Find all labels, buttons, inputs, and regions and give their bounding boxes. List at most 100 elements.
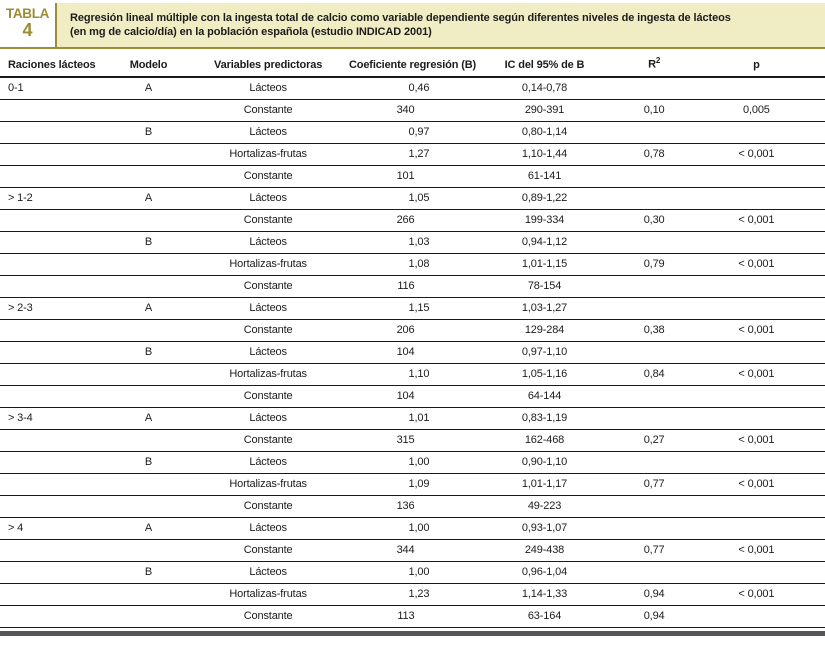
cell-raciones-lacteos	[0, 341, 108, 364]
col-header-modelo: Modelo	[107, 50, 190, 78]
coef-integer-part: 1	[408, 257, 415, 270]
cell-modelo	[107, 275, 190, 298]
cell-p	[717, 407, 825, 430]
header-divider-rule	[0, 47, 825, 49]
cell-modelo: A	[107, 187, 190, 210]
cell-variable-predictora: Lácteos	[189, 561, 347, 584]
cell-r2	[610, 297, 718, 320]
cell-p	[717, 561, 825, 584]
cell-p: < 0,001	[717, 209, 825, 232]
coef-decimal-part: ,27	[414, 147, 430, 160]
r2-superscript: 2	[655, 56, 661, 65]
table-row: Hortalizas-frutas 1,27 1,10-1,44 0,78 < …	[0, 143, 825, 166]
cell-modelo	[107, 605, 190, 628]
cell-variable-predictora: Constante	[189, 275, 347, 298]
table-row: Hortalizas-frutas 1,08 1,01-1,15 0,79 < …	[0, 253, 825, 276]
cell-modelo	[107, 495, 190, 518]
cell-ic95: 290-391	[478, 99, 611, 122]
cell-raciones-lacteos	[0, 275, 108, 298]
cell-p: < 0,001	[717, 583, 825, 606]
cell-r2	[610, 341, 718, 364]
cell-p	[717, 121, 825, 144]
coef-integer-part: 104	[396, 389, 415, 402]
cell-p: < 0,001	[717, 319, 825, 342]
cell-variable-predictora: Lácteos	[189, 517, 347, 540]
cell-modelo	[107, 583, 190, 606]
cell-coeficiente: 266	[346, 209, 479, 232]
cell-modelo: B	[107, 121, 190, 144]
cell-variable-predictora: Constante	[189, 495, 347, 518]
cell-variable-predictora: Lácteos	[189, 451, 347, 474]
cell-coeficiente: 1,00	[346, 561, 479, 584]
cell-p	[717, 341, 825, 364]
cell-ic95: 0,96-1,04	[478, 561, 611, 584]
cell-modelo	[107, 209, 190, 232]
cell-raciones-lacteos	[0, 253, 108, 276]
cell-coeficiente: 1,08	[346, 253, 479, 276]
coef-integer-part: 266	[396, 213, 415, 226]
cell-p	[717, 385, 825, 408]
cell-r2: 0,30	[610, 209, 718, 232]
coef-integer-part: 101	[396, 169, 415, 182]
table-bottom-rule	[0, 630, 825, 636]
coef-decimal-part: ,00	[414, 565, 430, 578]
table-row: Constante 113 63-164 0,94	[0, 605, 825, 628]
coef-integer-part: 0	[408, 125, 415, 138]
coef-integer-part: 1	[408, 367, 415, 380]
coef-integer-part: 340	[396, 103, 415, 116]
coef-decimal-part: ,15	[414, 301, 430, 314]
cell-raciones-lacteos	[0, 473, 108, 496]
cell-modelo: B	[107, 231, 190, 254]
cell-coeficiente: 1,05	[346, 187, 479, 210]
cell-raciones-lacteos	[0, 99, 108, 122]
cell-r2: 0,79	[610, 253, 718, 276]
cell-ic95: 0,97-1,10	[478, 341, 611, 364]
coef-integer-part: 1	[408, 455, 415, 468]
cell-coeficiente: 136	[346, 495, 479, 518]
cell-raciones-lacteos	[0, 429, 108, 452]
table-body: 0-1 A Lácteos 0,46 0,14-0,78 Constante 3…	[0, 76, 825, 628]
cell-p	[717, 517, 825, 540]
table-row: B Lácteos 0,97 0,80-1,14	[0, 121, 825, 144]
cell-modelo: A	[107, 407, 190, 430]
cell-raciones-lacteos	[0, 319, 108, 342]
table-row: Constante 340 290-391 0,10 0,005	[0, 99, 825, 122]
cell-ic95: 0,93-1,07	[478, 517, 611, 540]
coef-integer-part: 113	[397, 609, 415, 622]
cell-r2	[610, 385, 718, 408]
cell-raciones-lacteos: > 2-3	[0, 297, 108, 320]
coef-integer-part: 116	[397, 279, 415, 292]
cell-raciones-lacteos	[0, 363, 108, 386]
col-header-variables: Variables predictoras	[189, 50, 347, 78]
cell-raciones-lacteos	[0, 385, 108, 408]
cell-p: < 0,001	[717, 143, 825, 166]
cell-ic95: 162-468	[478, 429, 611, 452]
coef-decimal-part: ,46	[414, 81, 430, 94]
cell-r2	[610, 517, 718, 540]
cell-p	[717, 165, 825, 188]
cell-r2: 0,77	[610, 473, 718, 496]
cell-p	[717, 451, 825, 474]
cell-modelo: B	[107, 451, 190, 474]
cell-variable-predictora: Constante	[189, 605, 347, 628]
cell-modelo: A	[107, 517, 190, 540]
cell-r2: 0,77	[610, 539, 718, 562]
cell-r2: 0,94	[610, 583, 718, 606]
cell-r2: 0,27	[610, 429, 718, 452]
cell-raciones-lacteos	[0, 121, 108, 144]
coef-integer-part: 1	[408, 301, 415, 314]
cell-variable-predictora: Lácteos	[189, 407, 347, 430]
coef-integer-part: 1	[408, 477, 415, 490]
cell-p	[717, 297, 825, 320]
cell-ic95: 199-334	[478, 209, 611, 232]
coef-decimal-part: ,05	[414, 191, 430, 204]
coef-integer-part: 0	[408, 81, 415, 94]
table-row: Constante 206 129-284 0,38 < 0,001	[0, 319, 825, 342]
cell-ic95: 0,83-1,19	[478, 407, 611, 430]
col-header-ic: IC del 95% de B	[478, 50, 611, 78]
cell-coeficiente: 1,27	[346, 143, 479, 166]
cell-r2	[610, 121, 718, 144]
cell-coeficiente: 0,46	[346, 76, 479, 100]
table-row: Constante 104 64-144	[0, 385, 825, 408]
